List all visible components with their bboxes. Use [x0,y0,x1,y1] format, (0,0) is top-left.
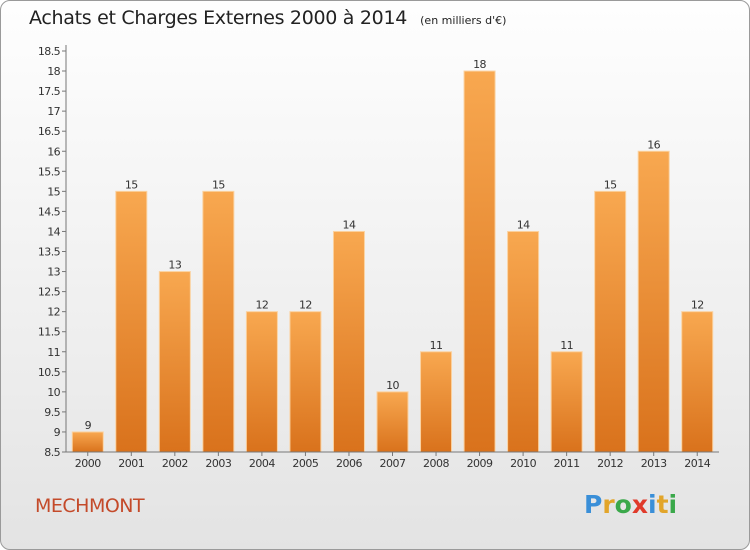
bar-value-label: 10 [386,379,399,392]
y-tick-label: 18 [47,65,60,78]
y-tick-label: 9.5 [44,406,60,419]
chart-title: Achats et Charges Externes 2000 à 2014 (… [29,7,506,29]
x-tick-label: 2001 [118,457,144,470]
title-unit: (en milliers d'€) [420,14,507,27]
bar-value-label: 13 [168,259,181,272]
logo-letter: P [584,490,603,519]
bar-2011 [550,351,583,453]
x-tick-label: 2000 [75,457,101,470]
bar-value-label: 18 [473,58,486,71]
x-tick-label: 2005 [292,457,318,470]
x-tick-label: 2003 [205,457,231,470]
bar-2003 [202,190,235,453]
title-main: Achats et Charges Externes 2000 à 2014 [29,7,408,29]
bar-2006 [332,230,365,453]
bar-2009 [463,70,496,453]
y-tick-label: 14 [47,225,60,238]
bar-2000 [71,431,104,453]
bar-value-label: 12 [691,299,704,312]
y-tick-label: 16 [47,145,60,158]
x-tick-label: 2004 [249,457,275,470]
commune-name: MECHMONT [35,495,145,517]
bar-value-label: 14 [343,218,356,231]
y-axis: 8.5 9 9.5 10 10.5 11 11.5 12 12.5 13 13.5 14 14.5 15 1… [38,45,67,459]
bar-value-label: 9 [85,419,92,432]
logo-letter: i [668,490,678,519]
bar-value-label: 11 [560,339,573,352]
y-tick-label: 13 [47,266,60,279]
bar-2012 [594,190,627,453]
bar-value-label: 15 [212,178,225,191]
bar-value-label: 15 [125,178,138,191]
y-tick-label: 15.5 [38,165,61,178]
logo-letter: t [656,490,669,519]
x-tick-label: 2012 [597,457,623,470]
proxiti-logo: Proxiti [584,490,677,519]
bar-value-label: 16 [647,138,660,151]
bar-2013 [637,150,670,453]
logo-letter: x [631,490,648,519]
y-tick-label: 9 [54,426,61,439]
y-tick-label: 10.5 [38,366,61,379]
y-tick-label: 17 [47,105,60,118]
bar-value-label: 12 [299,299,312,312]
bar-2007 [376,391,409,453]
bar-2014 [681,311,714,453]
y-tick-label: 8.5 [44,446,60,459]
bar-2010 [507,230,540,453]
y-tick-label: 12 [47,306,60,319]
y-tick-label: 15 [47,185,60,198]
bar-value-label: 12 [255,299,268,312]
bar-value-label: 11 [430,339,443,352]
x-tick-label: 2011 [554,457,580,470]
y-tick-label: 17.5 [38,85,61,98]
y-tick-label: 14.5 [38,205,61,218]
bar-2002 [158,271,191,453]
y-tick-label: 18.5 [38,45,61,58]
y-tick-label: 16.5 [38,125,61,138]
bars: 9 15 13 15 12 12 14 10 11 18 14 11 15 16 12 [71,58,714,453]
bar-value-label: 15 [604,178,617,191]
y-tick-label: 11.5 [38,326,61,339]
x-axis: 2000 2001 2002 2003 2004 2005 2006 2007 2008 2009… [66,451,719,470]
x-tick-label: 2006 [336,457,362,470]
x-tick-label: 2008 [423,457,449,470]
bar-2008 [420,351,453,453]
y-tick-label: 12.5 [38,286,61,299]
bar-value-label: 14 [517,218,530,231]
bar-2004 [245,311,278,453]
x-tick-label: 2013 [641,457,667,470]
x-tick-label: 2002 [162,457,188,470]
bar-2001 [115,190,148,453]
logo-letter: r [602,490,615,519]
x-tick-label: 2010 [510,457,536,470]
x-tick-label: 2009 [467,457,493,470]
logo-letter: o [614,490,632,519]
y-tick-label: 11 [47,346,60,359]
y-tick-label: 13.5 [38,246,61,259]
logo-letter: i [648,490,657,519]
x-tick-label: 2014 [684,457,710,470]
x-tick-label: 2007 [380,457,406,470]
bar-2005 [289,311,322,453]
y-tick-label: 10 [47,386,60,399]
